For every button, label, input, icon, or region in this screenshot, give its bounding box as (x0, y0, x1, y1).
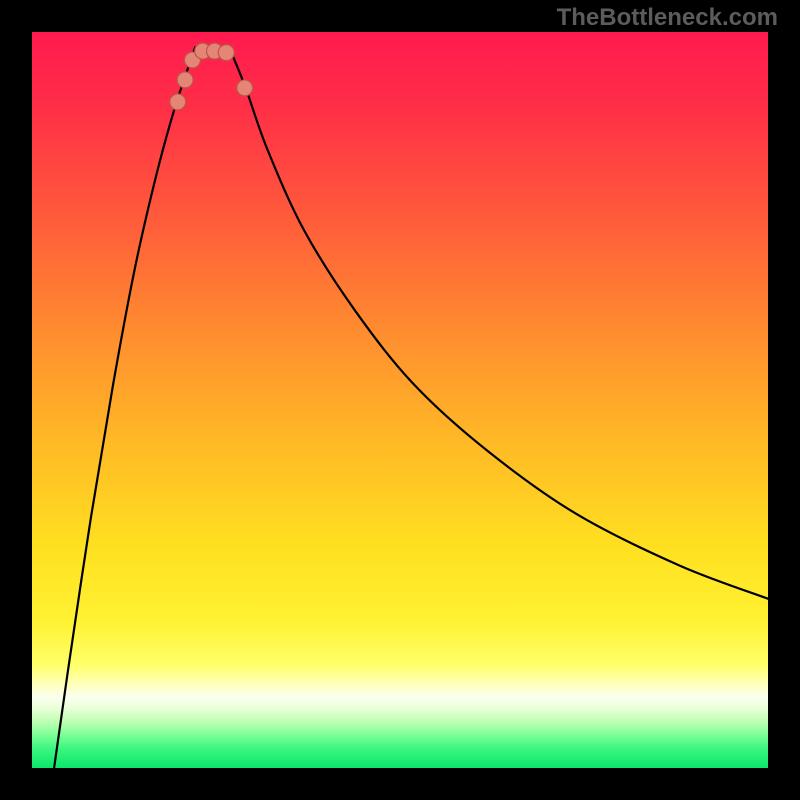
plot-area (32, 32, 768, 768)
data-point-marker (237, 80, 253, 96)
bottleneck-curve (32, 32, 768, 768)
data-point-marker (170, 94, 186, 110)
watermark-text: TheBottleneck.com (557, 4, 778, 32)
data-point-marker (218, 45, 234, 61)
chart-frame: TheBottleneck.com (0, 0, 800, 800)
data-point-marker (177, 72, 193, 88)
